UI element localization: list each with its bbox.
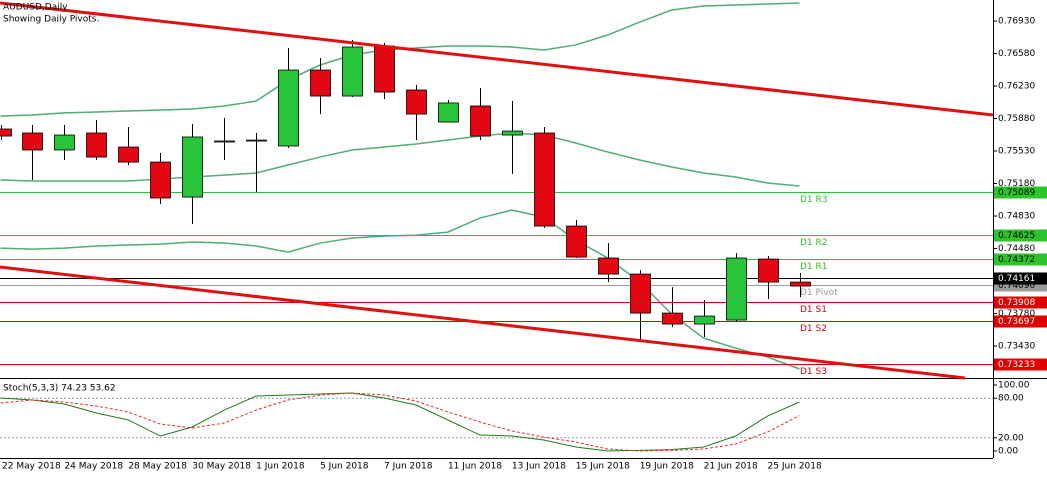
pivot-label: D1 Pivot [800,288,838,298]
y-tick-label: 80.00 [998,394,1024,404]
y-tick-label: 0.74830 [998,212,1035,222]
candle-body [598,257,619,275]
chart-subtitle: Showing Daily Pivots. [3,15,99,25]
x-tick-label: 24 May 2018 [64,462,123,472]
pivot-label: D1 R3 [800,195,828,205]
pivot-price-label: 0.73697 [998,317,1035,327]
last-price-box [994,272,1047,285]
x-tick-label: 11 Jun 2018 [448,462,502,472]
main-window: D1 R3 0.75089 D1 R2 0.74625 D1 R1 0.74372 D1 P… [0,2,1047,377]
candle-body [470,105,491,137]
x-tick-label: 5 Jun 2018 [320,462,369,472]
x-tick-label: 22 May 2018 [2,462,61,472]
y-tick-label: 0.76580 [998,49,1035,59]
pivot-price-box [994,253,1047,266]
pivot-price-label: 0.73908 [998,298,1035,308]
x-tick-label: 28 May 2018 [128,462,187,472]
x-tick-label: 7 Jun 2018 [384,462,433,472]
candle-body [0,128,12,137]
candle-body [214,140,235,143]
y-tick-label: 0.00 [998,447,1018,457]
candle-body [406,89,427,115]
candle-body [150,161,171,199]
y-tick-label: 0.75530 [998,147,1035,157]
candle-body [374,45,395,93]
band-middle [0,132,800,187]
candle-body [694,315,715,325]
candle-body [502,130,523,136]
y-tick-label: 0.76230 [998,82,1035,92]
pivot-price-box [994,296,1047,309]
candle-body [86,132,107,158]
chart-title: AUDUSD,Daily [3,3,68,13]
pivot-price-box [994,358,1047,371]
candle-body [534,132,555,227]
pivot-label: D1 S3 [800,367,827,377]
candle-body [22,132,43,151]
candle-body [630,273,651,314]
candle-body [278,69,299,147]
candle-body [182,136,203,198]
x-tick-label: 13 Jun 2018 [512,462,566,472]
candle-body [342,46,363,97]
pivot-price-label: 0.74625 [998,231,1035,241]
stoch-line [0,392,800,452]
candle-body [758,258,779,283]
y-tick-label: 0.73430 [998,342,1035,352]
candle-body [438,102,459,123]
pivot-price-box [994,186,1047,199]
pivot-price-label: 0.74090 [998,281,1035,291]
x-tick-label: 19 Jun 2018 [640,462,694,472]
x-tick-label: 15 Jun 2018 [576,462,630,472]
channel-bottom-line [0,265,966,380]
indicator-title: Stoch(5,3,3) 74.23 53.62 [3,384,116,394]
candle-body [790,281,811,287]
x-tick-label: 1 Jun 2018 [256,462,305,472]
x-tick-label: 21 Jun 2018 [704,462,758,472]
candle-body [566,225,587,258]
x-tick-label: 30 May 2018 [192,462,251,472]
y-tick-label: 0.75180 [998,179,1035,189]
pivot-price-label: 0.75089 [998,188,1035,198]
y-tick-label: 100.00 [998,381,1030,391]
stoch-line [0,392,800,452]
y-tick-label: 20.00 [998,433,1024,443]
channel-top-line [0,1,994,117]
pivot-label: D1 R2 [800,238,828,248]
y-tick-label: 0.75880 [998,114,1035,124]
candle-body [310,69,331,97]
candle-body [662,312,683,325]
pivot-price-box [994,315,1047,328]
candle-body [246,139,267,142]
y-tick-label: 0.74480 [998,244,1035,254]
candle-body [726,257,747,321]
y-tick-label: 0.73780 [998,309,1035,319]
pivot-label: D1 R1 [800,262,828,272]
y-tick-label: 0.76930 [998,16,1035,26]
pivot-price-label: 0.74372 [998,255,1035,265]
candle-body [118,146,139,163]
last-price-label: 0.74161 [998,274,1035,284]
pivot-label: D1 S2 [800,324,827,334]
pivot-price-label: 0.73233 [998,360,1035,370]
candle-body [54,134,75,151]
pivot-label: D1 S1 [800,305,827,315]
pivot-price-box [994,229,1047,242]
x-tick-label: 25 Jun 2018 [768,462,822,472]
